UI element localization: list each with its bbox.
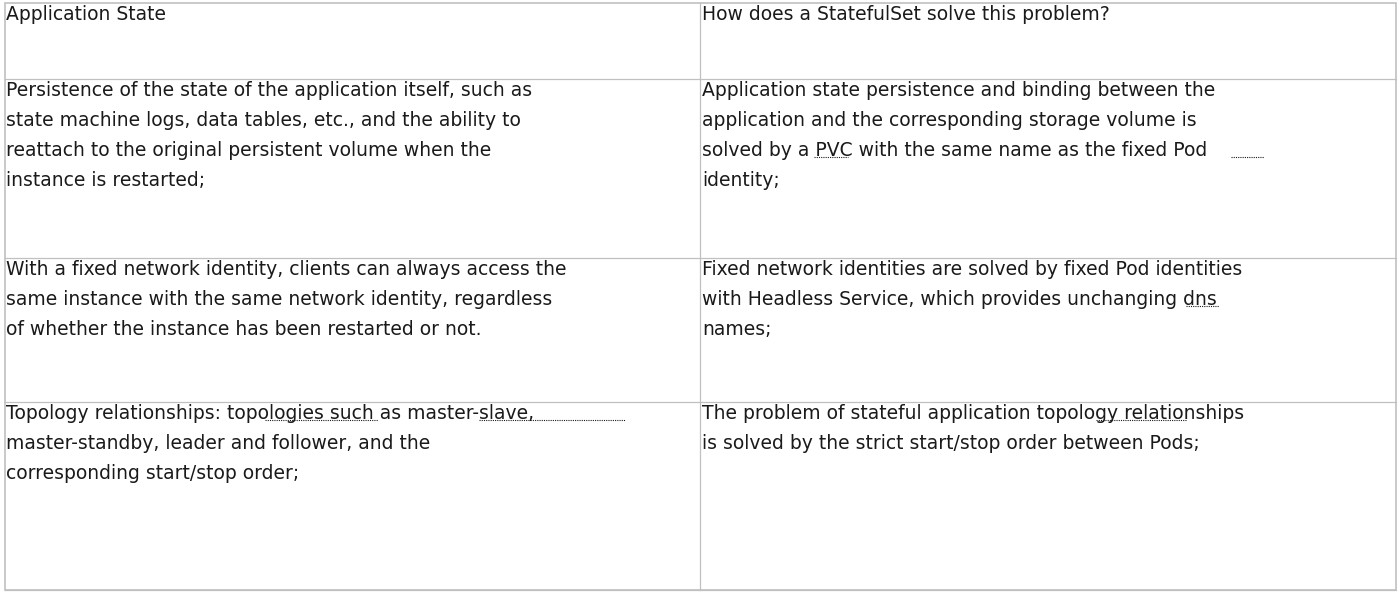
Text: Topology relationships: topologies such as master-slave,: Topology relationships: topologies such … — [6, 404, 535, 423]
Text: solved by a PVC with the same name as the fixed Pod: solved by a PVC with the same name as th… — [701, 141, 1207, 160]
Text: master-standby, leader and follower, and the: master-standby, leader and follower, and… — [6, 434, 431, 453]
Text: identity;: identity; — [701, 171, 780, 190]
Text: state machine logs, data tables, etc., and the ability to: state machine logs, data tables, etc., a… — [6, 111, 521, 130]
Text: with Headless Service, which provides unchanging dns: with Headless Service, which provides un… — [701, 290, 1217, 309]
Text: is solved by the strict start/stop order between Pods;: is solved by the strict start/stop order… — [701, 434, 1200, 453]
Text: Fixed network identities are solved by fixed Pod identities: Fixed network identities are solved by f… — [701, 260, 1242, 279]
Text: same instance with the same network identity, regardless: same instance with the same network iden… — [6, 290, 553, 309]
Text: Application State: Application State — [6, 5, 167, 24]
Text: reattach to the original persistent volume when the: reattach to the original persistent volu… — [6, 141, 491, 160]
Text: With a fixed network identity, clients can always access the: With a fixed network identity, clients c… — [6, 260, 567, 279]
Text: Persistence of the state of the application itself, such as: Persistence of the state of the applicat… — [6, 81, 532, 100]
Text: application and the corresponding storage volume is: application and the corresponding storag… — [701, 111, 1197, 130]
Text: Application state persistence and binding between the: Application state persistence and bindin… — [701, 81, 1215, 100]
Text: of whether the instance has been restarted or not.: of whether the instance has been restart… — [6, 320, 482, 339]
Text: How does a StatefulSet solve this problem?: How does a StatefulSet solve this proble… — [701, 5, 1110, 24]
Text: names;: names; — [701, 320, 771, 339]
Text: corresponding start/stop order;: corresponding start/stop order; — [6, 464, 300, 483]
Text: The problem of stateful application topology relationships: The problem of stateful application topo… — [701, 404, 1245, 423]
Text: instance is restarted;: instance is restarted; — [6, 171, 206, 190]
